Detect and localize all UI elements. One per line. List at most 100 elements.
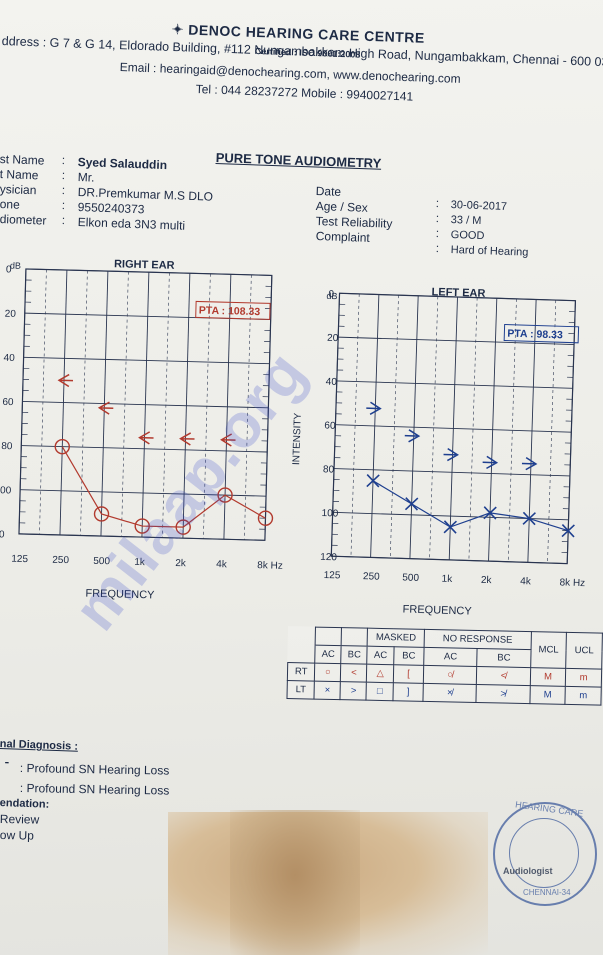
grid-line-horizontal <box>338 336 575 345</box>
colon: : <box>19 761 24 776</box>
clinic-stamp: HEARING CARE Audiologist CHENNAI-34 <box>493 799 597 906</box>
symbol-key-table: MASKED NO RESPONSE MCL UCL AC BC AC BC A… <box>286 626 603 706</box>
grid-line-horizontal <box>335 424 572 433</box>
key-row-rt: RT <box>287 662 316 682</box>
x-tick-label: 250 <box>52 555 69 566</box>
stamp-city: CHENNAI-34 <box>523 888 571 897</box>
key-sub-ac: AC <box>315 645 342 664</box>
key-symbol: ≯ <box>476 684 531 704</box>
y-tick-label: 40 <box>326 377 338 388</box>
series-line <box>372 480 569 532</box>
y-tick-label: 20 <box>5 309 17 320</box>
grid-line-horizontal <box>22 400 269 409</box>
y-tick-label: 60 <box>2 397 14 408</box>
y-axis-label: dB <box>326 291 337 301</box>
chart-title: LEFT EAR <box>431 286 485 300</box>
key-symbol: ○ <box>314 663 342 682</box>
x-axis-label: FREQUENCY <box>85 588 155 602</box>
colon: : <box>19 781 24 796</box>
y-tick-label: 120 <box>320 552 337 564</box>
data-point-bc-left <box>443 447 459 462</box>
key-header-ucl: UCL <box>566 632 603 670</box>
data-point-bc-left <box>366 401 382 415</box>
y-tick-label: 0 <box>328 289 334 300</box>
grid-line-horizontal <box>334 468 570 477</box>
key-symbol: ○̸ <box>423 665 478 685</box>
data-point-bc-right <box>57 373 74 388</box>
chart-title: RIGHT EAR <box>114 258 175 272</box>
data-point-bc-left <box>521 456 538 471</box>
left-ear-audiogram: 0 20 40 60 80 100 120 125 250 500 1k 2k 4k 8k Hz LEFT … <box>291 286 585 617</box>
y-tick-label: 40 <box>3 353 15 364</box>
key-sub-masked-bc: BC <box>393 646 425 666</box>
y-tick-label: 20 <box>327 333 339 344</box>
y-tick-label: 80 <box>1 441 13 452</box>
y-axis-label: dB <box>10 261 21 271</box>
key-header-no-response: NO RESPONSE <box>424 629 532 650</box>
pta-box <box>503 323 580 344</box>
y-tick-label: 0 <box>0 529 5 540</box>
data-point-cross <box>483 506 497 520</box>
grid-line-horizontal <box>23 356 270 365</box>
key-symbol: < <box>340 663 368 683</box>
key-sub-nr-ac: AC <box>423 647 478 667</box>
data-point-bc-right <box>138 431 154 445</box>
data-point-cross <box>522 511 536 526</box>
data-point-circle <box>93 506 110 522</box>
side-axis-label: INTENSITY <box>291 412 304 465</box>
x-tick-label: 8k Hz <box>257 560 283 572</box>
data-point-cross <box>404 497 419 511</box>
key-header-mcl: MCL <box>530 631 567 669</box>
data-point-bc-right <box>97 401 114 415</box>
coffee-stain <box>230 810 360 955</box>
pta-value: PTA : 98.33 <box>507 328 563 342</box>
x-tick-label: 500 <box>93 556 110 567</box>
key-symbol: ≮ <box>476 666 531 686</box>
data-point-circle <box>134 518 150 534</box>
data-point-circle <box>54 438 70 455</box>
bullet-icon: ⁃ <box>3 756 10 771</box>
key-sub-masked-ac: AC <box>367 646 394 665</box>
recommendation-1: Review <box>0 812 40 827</box>
key-symbol: M <box>529 685 566 705</box>
audiologist-signature: Audiologist <box>503 866 553 876</box>
x-tick-label: 1k <box>441 574 453 585</box>
data-point-circle <box>175 519 191 535</box>
data-point-cross <box>366 474 380 488</box>
data-point-circle <box>257 510 274 526</box>
key-sub-nr-bc: BC <box>477 648 531 668</box>
x-tick-label: 2k <box>481 575 493 586</box>
x-axis-label: FREQUENCY <box>402 603 472 617</box>
key-symbol: > <box>340 681 367 701</box>
y-tick-label: 60 <box>324 420 336 431</box>
diagnosis-right: : Profound SN Hearing Loss <box>19 761 170 778</box>
data-point-circle <box>217 487 233 503</box>
grid-line-horizontal <box>336 380 573 389</box>
x-tick-label: 125 <box>11 554 28 565</box>
series-line <box>61 446 266 528</box>
data-point-bc-right <box>179 432 195 446</box>
x-tick-label: 4k <box>520 576 532 587</box>
data-point-bc-left <box>404 429 421 443</box>
key-symbol: m <box>565 668 602 688</box>
data-point-bc-right <box>220 433 236 447</box>
data-point-cross <box>561 523 575 538</box>
grid-line-horizontal <box>18 533 265 541</box>
y-tick-label: 0 <box>6 264 12 275</box>
x-tick-label: 2k <box>175 558 187 569</box>
key-symbol: m <box>565 686 602 706</box>
x-tick-label: 500 <box>402 572 419 584</box>
key-symbol: × <box>314 681 341 700</box>
key-symbol: [ <box>393 664 424 684</box>
key-symbol: △ <box>366 664 394 683</box>
x-tick-label: 4k <box>216 559 228 570</box>
x-tick-label: 125 <box>324 570 341 582</box>
data-point-cross <box>443 520 457 534</box>
recommendation-2: ow Up <box>0 828 35 843</box>
diagnosis-left: : Profound SN Hearing Loss <box>19 781 170 798</box>
grid-line-horizontal <box>339 292 576 302</box>
pta-value: PTA : 108.33 <box>199 305 261 319</box>
data-point-bc-left <box>482 455 499 470</box>
